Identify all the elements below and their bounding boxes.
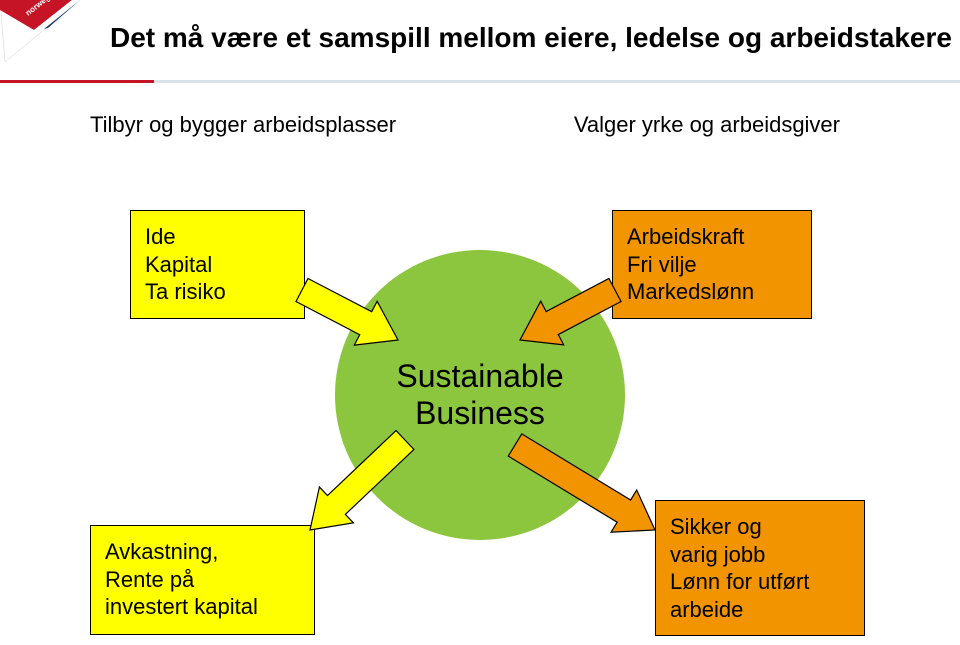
card-bottom-right-l3: Lønn for utført: [670, 569, 809, 594]
card-bottom-right-l4: arbeide: [670, 597, 743, 622]
plane-tail-icon: norwegian.com: [0, 0, 120, 78]
card-top-right-l2: Fri vilje: [627, 252, 697, 277]
card-bottom-left-l1: Avkastning,: [105, 539, 218, 564]
center-circle: Sustainable Business: [335, 250, 625, 540]
card-bottom-right-l1: Sikker og: [670, 514, 762, 539]
center-text: Sustainable Business: [396, 358, 563, 432]
subheading-right: Valger yrke og arbeidsgiver: [574, 112, 840, 138]
card-top-left-l1: Ide: [145, 224, 176, 249]
logo: norwegian.com: [0, 0, 120, 60]
card-top-right: Arbeidskraft Fri vilje Markedslønn: [612, 210, 812, 319]
card-bottom-right-l2: varig jobb: [670, 542, 765, 567]
center-line2: Business: [415, 395, 545, 431]
card-bottom-left-l3: investert kapital: [105, 594, 258, 619]
center-line1: Sustainable: [396, 358, 563, 394]
page-title: Det må være et samspill mellom eiere, le…: [110, 22, 952, 54]
card-bottom-left: Avkastning, Rente på investert kapital: [90, 525, 315, 635]
card-bottom-left-l2: Rente på: [105, 567, 194, 592]
subheading-left: Tilbyr og bygger arbeidsplasser: [90, 112, 396, 138]
card-bottom-right: Sikker og varig jobb Lønn for utført arb…: [655, 500, 865, 636]
card-top-left-l3: Ta risiko: [145, 279, 226, 304]
slide-root: norwegian.com Det må være et samspill me…: [0, 0, 960, 645]
divider: [0, 70, 960, 73]
card-top-left: Ide Kapital Ta risiko: [130, 210, 305, 319]
card-top-right-l1: Arbeidskraft: [627, 224, 744, 249]
card-top-left-l2: Kapital: [145, 252, 212, 277]
card-top-right-l3: Markedslønn: [627, 279, 754, 304]
